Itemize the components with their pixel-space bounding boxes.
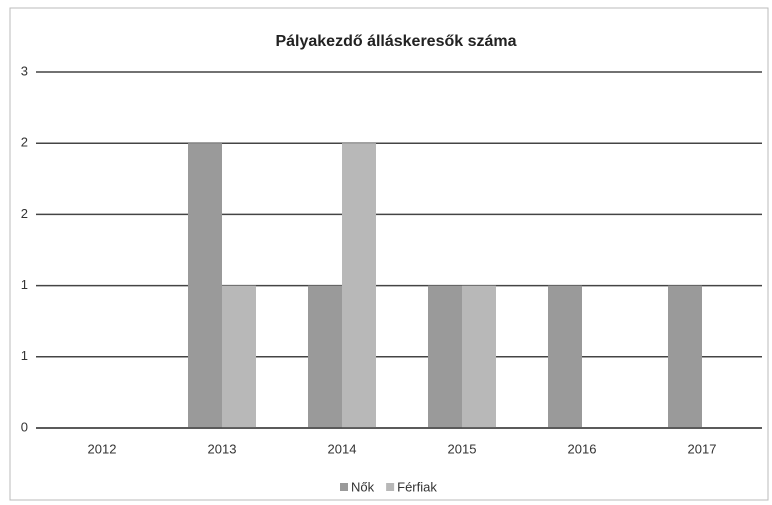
bar: [222, 285, 256, 428]
bar: [188, 143, 222, 428]
y-tick-label: 2: [21, 206, 28, 221]
legend-swatch: [386, 483, 395, 491]
y-tick-label: 1: [21, 277, 28, 292]
y-tick-label: 1: [21, 348, 28, 363]
legend-swatch: [340, 483, 348, 491]
bar: [342, 143, 376, 428]
x-tick-label: 2012: [88, 441, 117, 456]
y-tick-label: 0: [21, 419, 28, 434]
x-tick-label: 2013: [208, 441, 237, 456]
y-tick-label: 3: [21, 63, 28, 78]
x-tick-label: 2016: [568, 441, 597, 456]
chart-frame: [9, 7, 769, 501]
x-tick-label: 2017: [688, 441, 717, 456]
x-tick-label: 2014: [328, 441, 357, 456]
bar: [462, 285, 496, 428]
legend-label: Férfiak: [397, 479, 437, 494]
chart-title: Pályakezdő álláskeresők száma: [275, 33, 516, 50]
y-tick-label: 2: [21, 135, 28, 150]
bar: [428, 285, 462, 428]
bar: [548, 285, 582, 428]
x-tick-label: 2015: [448, 441, 477, 456]
bar: [668, 285, 702, 428]
legend-label: Nők: [351, 479, 375, 494]
bar: [308, 285, 342, 428]
